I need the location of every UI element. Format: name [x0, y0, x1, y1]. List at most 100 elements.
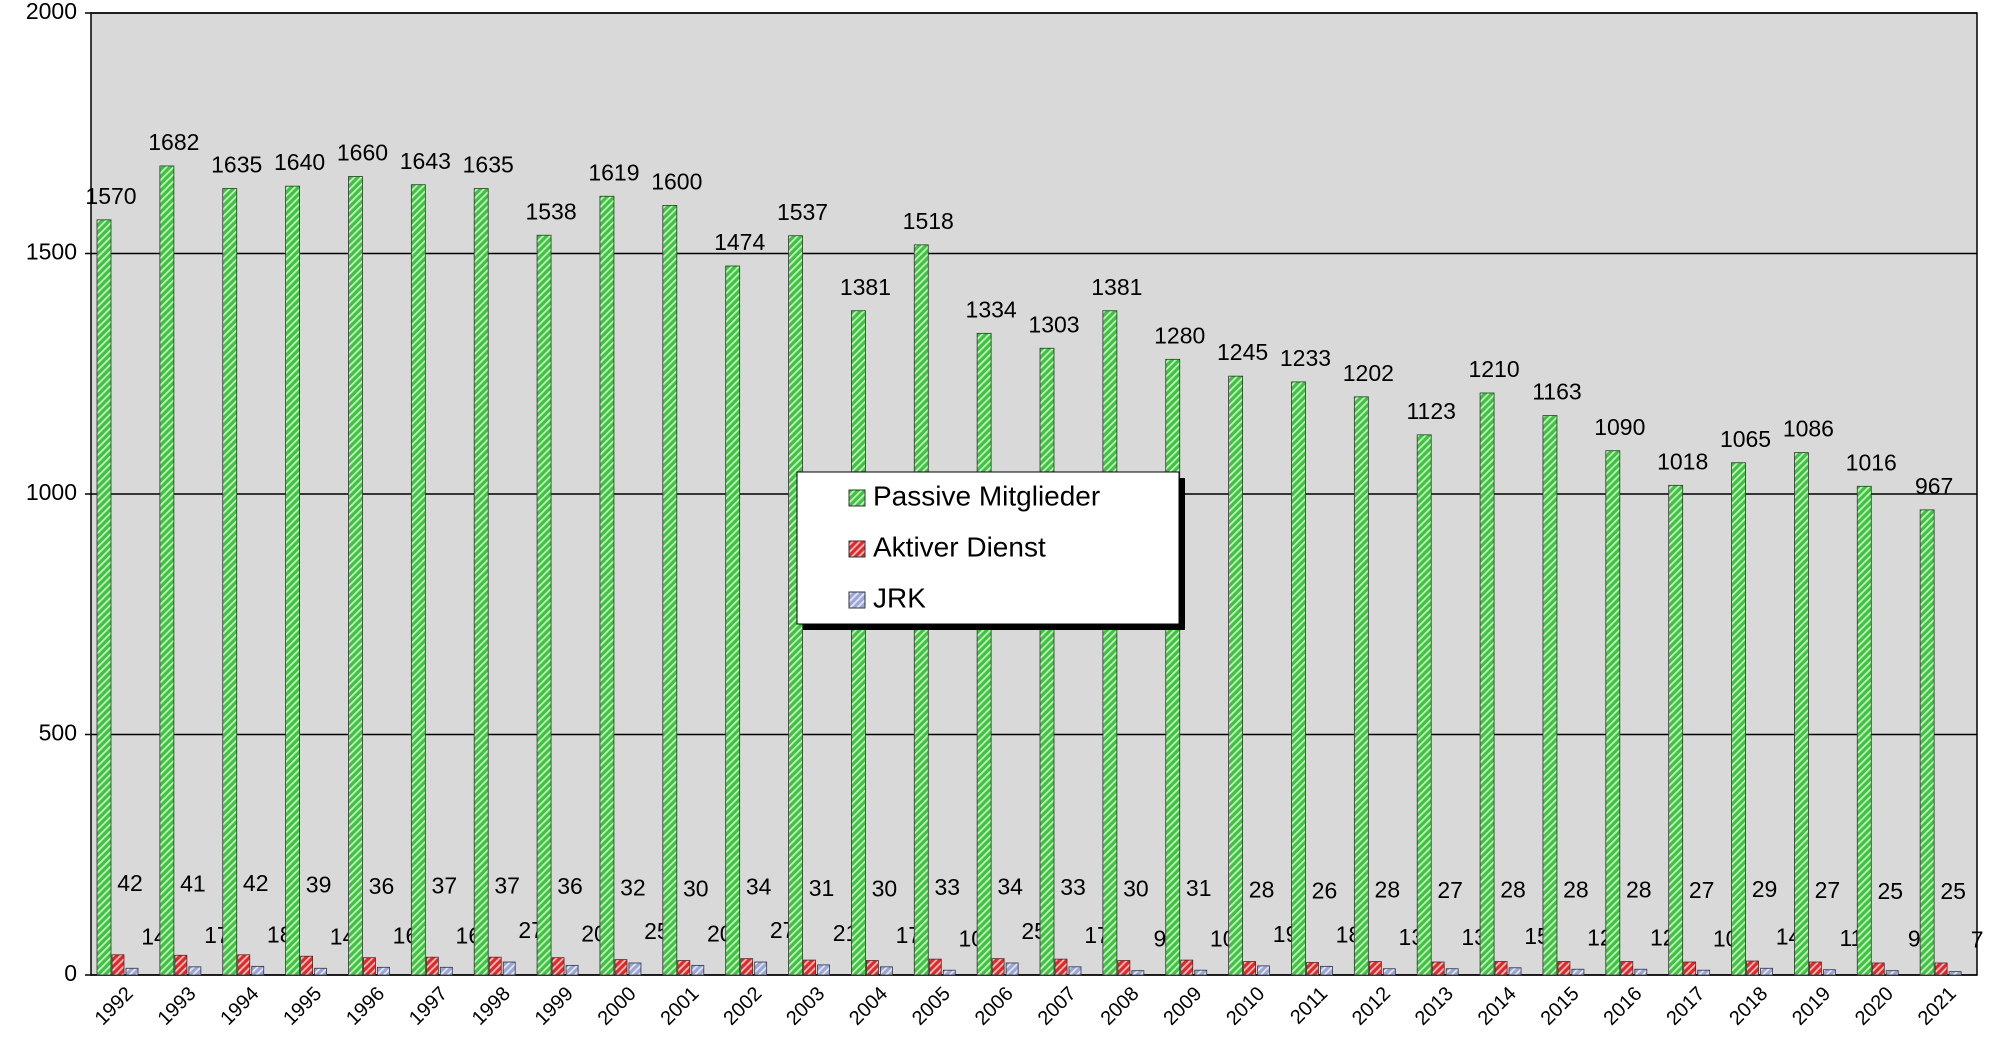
bar [1948, 971, 1962, 976]
bar [976, 332, 992, 976]
bar [1431, 961, 1445, 976]
data-label: 1635 [463, 152, 514, 178]
bar [1620, 961, 1634, 976]
y-tick-label: 2000 [26, 0, 77, 24]
x-tick-label: 1997 [405, 983, 452, 1030]
bar [502, 961, 516, 976]
data-label: 42 [117, 870, 143, 896]
data-label: 1086 [1783, 416, 1834, 442]
x-tick-label: 2017 [1662, 983, 1709, 1030]
bar [1039, 347, 1055, 976]
bar [1668, 484, 1684, 976]
x-tick-label: 1998 [468, 983, 515, 1030]
bar [1165, 358, 1181, 976]
data-label: 1682 [148, 129, 199, 155]
bar [1368, 961, 1382, 976]
legend-swatch [848, 540, 866, 558]
bar [1542, 415, 1558, 976]
bar [1794, 452, 1809, 976]
data-label: 30 [872, 876, 898, 902]
data-label: 1090 [1594, 414, 1645, 440]
data-label: 1537 [777, 199, 828, 225]
data-label: 1065 [1720, 426, 1771, 452]
bar [1291, 381, 1306, 976]
data-label: 1163 [1532, 379, 1581, 405]
data-label: 33 [1060, 874, 1086, 900]
data-label: 1518 [903, 208, 954, 234]
bar [1919, 509, 1935, 976]
data-label: 1016 [1846, 449, 1897, 475]
bar [1320, 965, 1333, 976]
bar [425, 956, 439, 976]
data-label: 39 [306, 871, 332, 897]
bar [1353, 396, 1369, 976]
data-label: 1600 [651, 168, 702, 194]
y-tick-label: 0 [64, 960, 77, 986]
data-label: 28 [1500, 877, 1526, 903]
legend: Passive Mitglieder Aktiver Dienst JRK [796, 471, 1185, 630]
bar [1683, 961, 1697, 976]
legend-label: Aktiver Dienst [873, 531, 1046, 562]
data-label: 36 [369, 873, 395, 899]
data-label: 27 [1437, 877, 1463, 903]
x-tick-label: 1996 [342, 983, 389, 1030]
x-tick-label: 1993 [154, 983, 201, 1030]
data-label: 967 [1915, 473, 1953, 499]
bar [159, 165, 175, 976]
legend-swatch [848, 489, 866, 507]
bar [1416, 434, 1432, 976]
data-label: 1660 [337, 140, 388, 166]
data-label: 27 [1689, 877, 1715, 903]
bar [1760, 967, 1773, 976]
y-tick-label: 1500 [26, 239, 77, 265]
bar [1809, 961, 1822, 976]
data-label: 1570 [85, 183, 136, 209]
bar [628, 962, 642, 976]
bar [314, 967, 328, 976]
bar [1479, 392, 1495, 976]
bar [565, 964, 579, 976]
data-label: 1538 [525, 198, 576, 224]
data-label: 7 [1971, 927, 1984, 953]
bar [991, 958, 1005, 976]
data-label: 9 [1153, 926, 1166, 952]
bar [551, 957, 565, 976]
bar [1243, 961, 1256, 976]
x-tick-label: 2007 [1034, 983, 1081, 1030]
y-tick-label: 1000 [26, 479, 77, 505]
x-tick-label: 2001 [656, 983, 703, 1030]
bar [1934, 962, 1948, 976]
data-label: 37 [494, 872, 520, 898]
data-label: 25 [1877, 878, 1903, 904]
bar [614, 959, 628, 976]
x-tick-label: 2018 [1725, 983, 1772, 1030]
bar [1634, 968, 1648, 976]
bar [439, 966, 453, 976]
data-label: 1233 [1280, 345, 1331, 371]
bar [677, 960, 691, 976]
bar [1508, 967, 1522, 976]
legend-label: Passive Mitglieder [873, 480, 1100, 511]
x-tick-label: 2015 [1537, 983, 1584, 1030]
bar [725, 265, 741, 976]
bar [691, 964, 705, 976]
data-label: 1334 [966, 296, 1017, 322]
data-label: 1210 [1468, 356, 1519, 382]
legend-label: JRK [873, 582, 926, 613]
bar [1005, 962, 1019, 976]
x-tick-label: 2000 [594, 983, 641, 1030]
bar [1102, 310, 1118, 976]
x-tick-label: 1994 [216, 983, 263, 1030]
bar [410, 184, 426, 976]
data-label: 34 [997, 874, 1023, 900]
data-label: 25 [1940, 878, 1966, 904]
x-tick-label: 2004 [845, 983, 892, 1030]
x-tick-label: 2009 [1159, 983, 1206, 1030]
bar [1605, 450, 1621, 976]
bar [1823, 969, 1836, 976]
x-tick-label: 2005 [908, 983, 955, 1030]
data-label: 1643 [400, 148, 451, 174]
x-tick-label: 2016 [1599, 983, 1646, 1030]
bar [880, 966, 893, 976]
data-label: 31 [809, 875, 835, 901]
